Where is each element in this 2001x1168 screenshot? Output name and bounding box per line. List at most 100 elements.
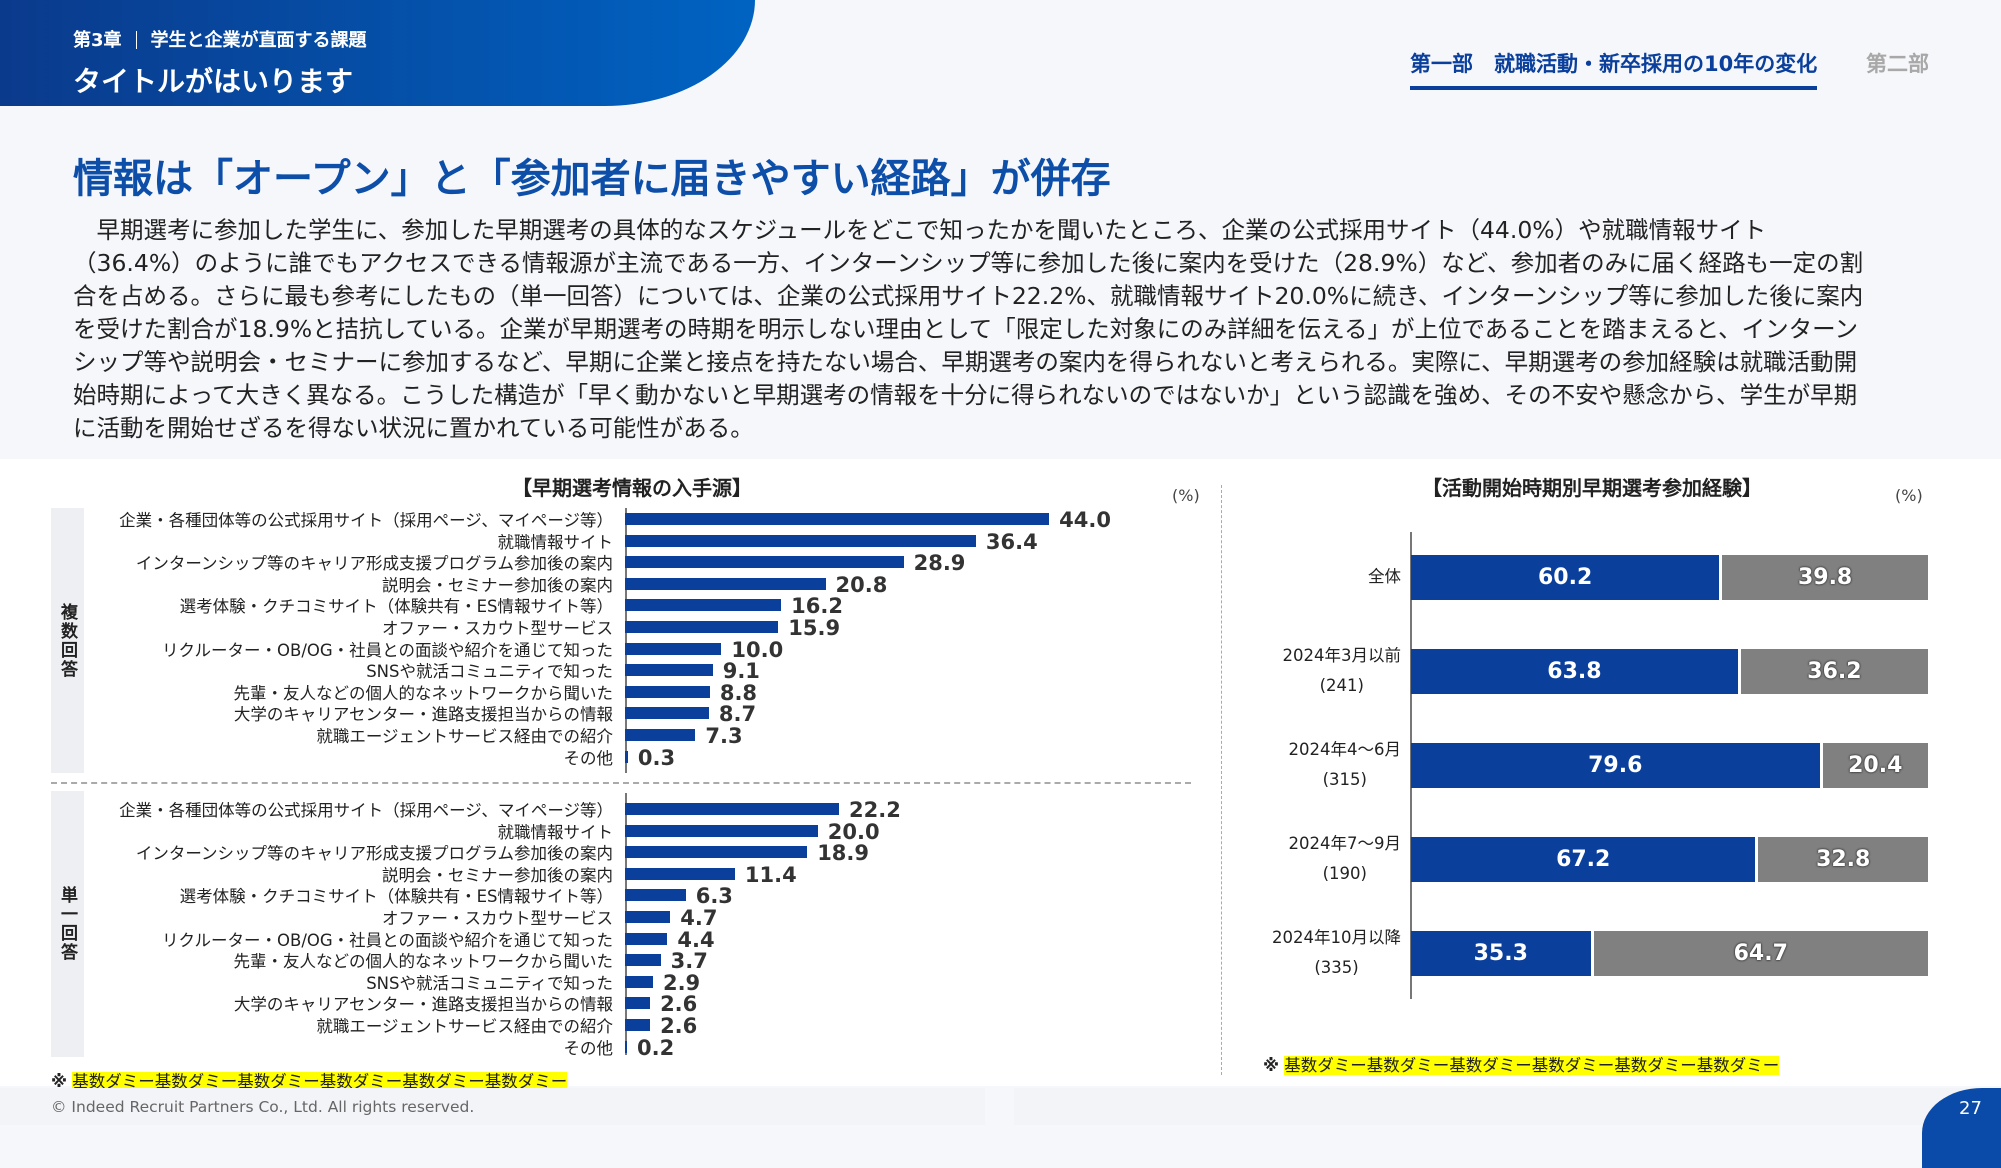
value-label: 11.4 [744,862,797,887]
stacked-bar-segment: 79.6 [1411,743,1820,788]
row-sample-size: (315) [1322,770,1367,789]
value-label: 10.0 [731,637,784,662]
bar [625,556,904,569]
value-label: 7.3 [705,724,743,748]
bar [625,803,839,815]
category-label: 就職情報サイト [497,822,614,842]
row-sample-size: (190) [1322,864,1367,883]
value-label: 8.7 [718,702,757,727]
bar [625,729,696,741]
tab-part-2[interactable]: 第二部 [1866,52,1929,76]
footer-right [1014,1088,2001,1125]
value-label: 2.6 [660,1014,698,1038]
stacked-bar-segment: 32.8 [1758,837,1928,882]
row-label-text: 全体 [1368,567,1401,586]
footer-left [0,1088,985,1125]
bar [625,664,713,677]
value-label: 0.2 [637,1035,675,1060]
row-sample-size: (241) [1319,676,1364,695]
row-label-text: 2024年7～9月 [1288,834,1402,853]
stacked-bar-segment: 60.2 [1411,555,1720,600]
row-sample-size: (335) [1314,958,1359,977]
category-label: 先輩・友人などの個人的なネットワークから聞いた [233,683,614,703]
bar [625,599,782,612]
value-label: 44.0 [1059,508,1111,532]
bar [625,1019,651,1031]
right-axis [1410,532,1412,999]
category-label: 選考体験・クチコミサイト（体験共有・ES情報サイト等） [179,887,613,907]
value-label: 6.3 [695,884,733,909]
left-axis-top [625,508,627,773]
bar [625,642,722,655]
chapter-title: 学生と企業が直面する課題 [150,30,367,51]
value-label: 22.2 [849,798,901,822]
bar [625,911,671,923]
bar [625,513,1050,525]
value-label: 4.4 [677,927,715,952]
value-label: 18.9 [817,841,870,866]
bar [625,685,710,698]
divider [135,31,137,49]
category-label: リクルーター・OB/OG・社員との面談や紹介を通じて知った [162,930,613,950]
stacked-bar-segment: 35.3 [1411,931,1591,976]
bar [625,889,686,902]
value-label: 2.6 [660,992,698,1017]
bar [625,1040,627,1053]
left-axis-bottom [625,793,627,1055]
page-headline: 情報は「オープン」と「参加者に届きやすい経路」が併存 [73,156,1111,202]
category-label: SNSや就活コミュニティで知った [366,662,613,682]
right-chart-title: 【活動開始時期別早期選考参加経験】 [1422,476,1762,500]
category-label: オファー・スカウト型サービス [382,909,613,928]
left-chart-unit: (%) [1172,486,1200,505]
category-label: 説明会・セミナー参加後の案内 [382,575,613,595]
section-divider [51,782,1191,784]
bar [625,975,653,988]
stacked-bar-segment: 36.2 [1740,649,1928,694]
stacked-bar-segment: 67.2 [1411,837,1756,882]
bar [625,534,976,547]
bar [625,750,628,763]
category-label: 大学のキャリアセンター・進路支援担当からの情報 [233,995,613,1015]
stacked-bar-segment: 63.8 [1411,649,1738,694]
category-label: 先輩・友人などの個人的なネットワークから聞いた [233,952,614,972]
tab-part-1[interactable]: 第一部 就職活動・新卒採用の10年の変化 [1410,48,1818,90]
chart-divider [1221,485,1222,1075]
note-text: 基数ダミー基数ダミー基数ダミー基数ダミー基数ダミー基数ダミー [72,1072,568,1091]
section-title: タイトルがはいります [73,65,354,98]
copyright: © Indeed Recruit Partners Co., Ltd. All … [51,1098,475,1116]
row-label: 2024年4～6月 (315) [1289,735,1402,795]
right-note: ※ 基数ダミー基数ダミー基数ダミー基数ダミー基数ダミー基数ダミー [1263,1052,1780,1076]
row-label-text: 2024年3月以前 [1282,646,1402,665]
bar [625,846,808,859]
stacked-bar-segment: 64.7 [1593,931,1928,976]
note-mark: ※ [1263,1056,1280,1075]
note-mark: ※ [51,1072,68,1091]
left-chart-title: 【早期選考情報の入手源】 [512,476,752,500]
value-label: 36.4 [985,529,1038,554]
body-paragraph: 早期選考に参加した学生に、参加した早期選考の具体的なスケジュールをどこで知ったか… [73,216,1864,442]
category-label: 選考体験・クチコミサイト（体験共有・ES情報サイト等） [179,597,613,617]
value-label: 16.2 [791,594,843,619]
value-label: 3.7 [670,949,708,974]
value-label: 20.0 [827,819,880,844]
value-label: 4.7 [680,906,718,930]
category-label: その他 [563,1038,614,1058]
chapter-label: 第3章 学生と企業が直面する課題 [73,26,367,52]
row-label-text: 2024年4～6月 [1288,740,1402,759]
category-label: インターンシップ等のキャリア形成支援プログラム参加後の案内 [135,844,613,864]
bar [625,954,661,967]
bar [625,932,668,945]
value-label: 0.3 [637,745,676,770]
category-label: その他 [563,748,614,768]
bar [625,707,709,720]
category-label: 大学のキャリアセンター・進路支援担当からの情報 [233,705,613,725]
row-label: 2024年3月以前 (241) [1283,641,1402,701]
category-label: オファー・スカウト型サービス [382,619,613,638]
bar [625,577,826,590]
category-label: 説明会・セミナー参加後の案内 [382,865,613,885]
stacked-bar-segment: 20.4 [1822,743,1928,788]
value-label: 28.9 [913,551,966,576]
category-label: 企業・各種団体等の公式採用サイト（採用ページ、マイページ等） [119,511,613,530]
row-label-text: 2024年10月以降 [1272,928,1401,947]
left-note: ※ 基数ダミー基数ダミー基数ダミー基数ダミー基数ダミー基数ダミー [51,1068,568,1092]
